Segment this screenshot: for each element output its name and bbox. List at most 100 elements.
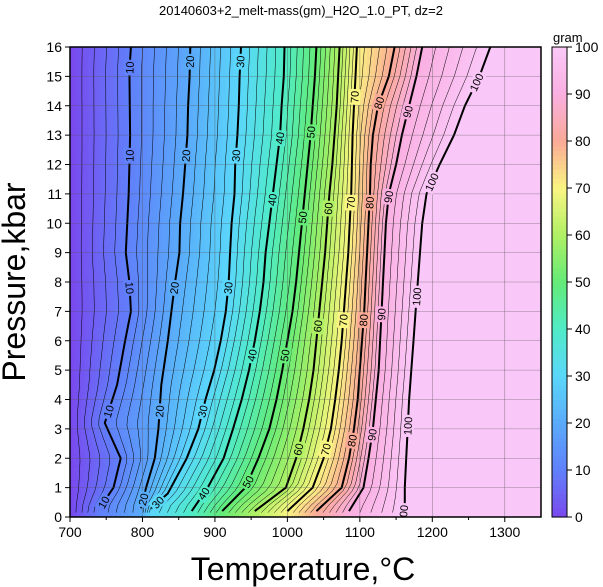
- heatmap-cell: [109, 252, 115, 261]
- heatmap-cell: [504, 326, 509, 334]
- heatmap-cell: [435, 362, 441, 371]
- heatmap-cell: [185, 289, 191, 298]
- heatmap-cell: [367, 252, 372, 261]
- heatmap-cell: [229, 399, 234, 408]
- heatmap-cell: [457, 494, 462, 503]
- heatmap-cell: [381, 428, 386, 437]
- heatmap-cell: [309, 392, 314, 401]
- heatmap-cell: [233, 443, 238, 452]
- heatmap-cell: [501, 392, 506, 401]
- heatmap-cell: [446, 304, 452, 312]
- heatmap-cell: [490, 355, 495, 364]
- heatmap-cell: [501, 245, 506, 254]
- heatmap-cell: [138, 443, 144, 452]
- heatmap-cell: [106, 487, 111, 496]
- heatmap-cell: [410, 487, 415, 496]
- heatmap-cell: [251, 289, 256, 298]
- heatmap-cell: [149, 289, 154, 298]
- heatmap-cell: [309, 399, 314, 408]
- heatmap-cell: [439, 267, 444, 276]
- heatmap-cell: [526, 406, 531, 415]
- heatmap-cell: [305, 384, 310, 393]
- heatmap-cell: [410, 326, 415, 334]
- heatmap-cell: [211, 443, 216, 452]
- heatmap-cell: [450, 362, 455, 371]
- heatmap-cell: [464, 296, 470, 305]
- heatmap-cell: [287, 370, 292, 379]
- heatmap-cell: [374, 362, 379, 371]
- heatmap-cell: [240, 340, 245, 349]
- heatmap-cell: [95, 465, 100, 474]
- heatmap-cell: [127, 362, 133, 371]
- heatmap-cell: [236, 443, 241, 452]
- heatmap-cell: [149, 494, 154, 503]
- heatmap-cell: [359, 399, 365, 408]
- heatmap-cell: [70, 274, 75, 283]
- heatmap-cell: [178, 472, 183, 481]
- heatmap-cell: [164, 237, 169, 246]
- heatmap-cell: [131, 296, 136, 305]
- heatmap-cell: [272, 355, 278, 364]
- heatmap-cell: [508, 245, 513, 254]
- heatmap-cell: [178, 370, 183, 379]
- heatmap-cell: [381, 296, 386, 305]
- heatmap-cell: [486, 252, 491, 261]
- heatmap-cell: [142, 237, 147, 246]
- heatmap-cell: [247, 414, 252, 423]
- heatmap-cell: [127, 348, 133, 357]
- heatmap-cell: [305, 237, 310, 246]
- heatmap-cell: [207, 230, 212, 239]
- heatmap-cell: [109, 237, 115, 246]
- heatmap-cell: [410, 450, 415, 459]
- heatmap-cell: [486, 282, 491, 290]
- heatmap-cell: [160, 443, 165, 452]
- heatmap-cell: [309, 502, 314, 511]
- heatmap-cell: [200, 436, 205, 445]
- heatmap-cell: [425, 487, 430, 496]
- heatmap-cell: [352, 480, 357, 489]
- heatmap-cell: [305, 509, 310, 517]
- heatmap-cell: [182, 267, 187, 276]
- heatmap-cell: [240, 362, 245, 371]
- heatmap-cell: [167, 340, 173, 349]
- heatmap-cell: [385, 237, 390, 246]
- heatmap-cell: [374, 370, 379, 379]
- heatmap-cell: [385, 370, 390, 379]
- heatmap-cell: [352, 355, 357, 364]
- heatmap-cell: [454, 494, 459, 503]
- heatmap-cell: [479, 509, 484, 517]
- heatmap-cell: [403, 399, 408, 408]
- heatmap-cell: [229, 436, 234, 445]
- heatmap-cell: [229, 509, 234, 517]
- heatmap-cell: [522, 458, 528, 467]
- heatmap-cell: [80, 392, 86, 401]
- heatmap-cell: [483, 465, 488, 474]
- heatmap-cell: [356, 399, 361, 408]
- heatmap-cell: [200, 252, 205, 261]
- heatmap-cell: [146, 472, 151, 481]
- heatmap-cell: [352, 237, 357, 246]
- heatmap-cell: [533, 392, 538, 401]
- heatmap-cell: [109, 392, 115, 401]
- heatmap-cell: [301, 414, 307, 423]
- heatmap-cell: [153, 458, 158, 467]
- heatmap-cell: [258, 421, 263, 430]
- heatmap-cell: [432, 348, 437, 357]
- heatmap-cell: [280, 443, 285, 452]
- heatmap-cell: [490, 384, 495, 393]
- heatmap-cell: [443, 414, 448, 423]
- heatmap-cell: [312, 443, 317, 452]
- heatmap-cell: [178, 494, 183, 503]
- heatmap-cell: [185, 267, 191, 276]
- heatmap-cell: [377, 362, 383, 371]
- heatmap-cell: [262, 509, 267, 517]
- heatmap-cell: [464, 370, 470, 379]
- heatmap-cell: [363, 450, 368, 459]
- heatmap-cell: [276, 428, 281, 437]
- heatmap-cell: [526, 245, 531, 254]
- heatmap-cell: [124, 340, 129, 349]
- heatmap-cell: [464, 377, 470, 386]
- heatmap-cell: [305, 259, 310, 268]
- heatmap-cell: [443, 392, 448, 401]
- heatmap-cell: [185, 333, 191, 342]
